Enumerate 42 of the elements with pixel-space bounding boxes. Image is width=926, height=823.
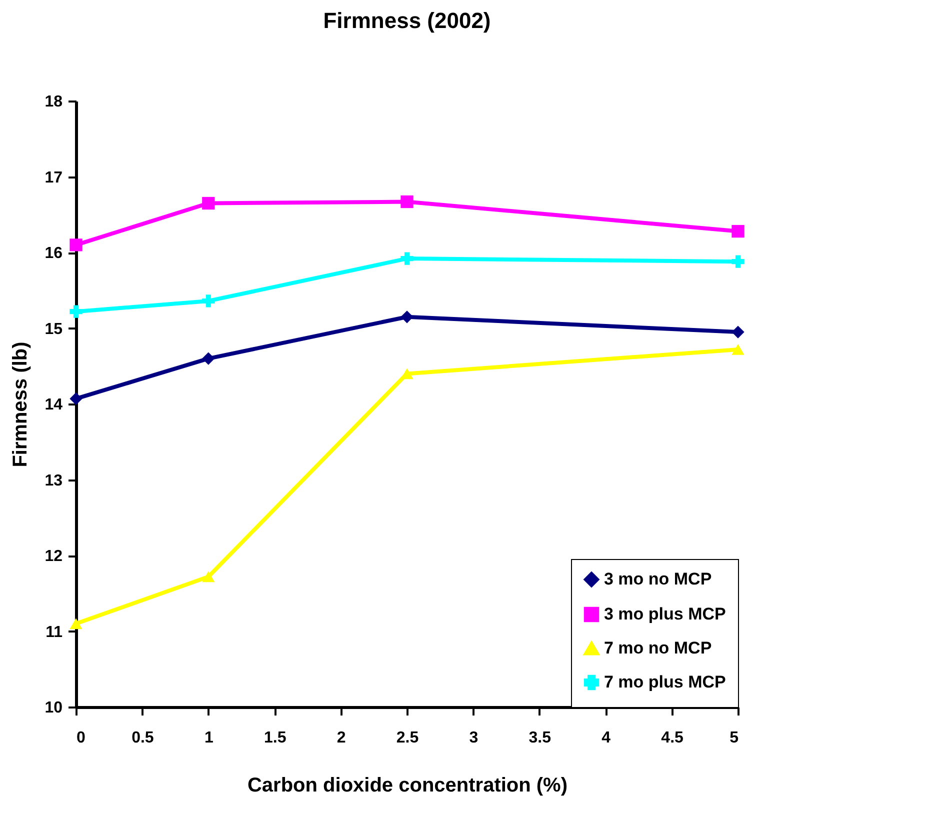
point bbox=[400, 252, 414, 265]
chart-title: Firmness (2002) bbox=[323, 8, 491, 33]
point bbox=[732, 255, 744, 268]
x-tick-label: 3.5 bbox=[528, 730, 552, 746]
x-tick-label: 1.5 bbox=[264, 730, 286, 746]
x-axis-title: Carbon dioxide concentration (%) bbox=[247, 774, 568, 796]
y-tick-label: 12 bbox=[44, 548, 63, 565]
x-tick-label: 5 bbox=[730, 730, 739, 746]
x-tick-label: 1 bbox=[204, 730, 214, 746]
y-tick-label: 10 bbox=[44, 700, 63, 716]
legend-label: 7 mo no MCP bbox=[604, 638, 712, 658]
point bbox=[202, 352, 215, 365]
y-tick-label: 13 bbox=[44, 472, 63, 490]
legend-label: 3 mo plus MCP bbox=[604, 604, 726, 624]
x-tick-label: 4.5 bbox=[661, 730, 684, 746]
y-tick-label: 11 bbox=[46, 624, 63, 641]
x-tick-label: 3 bbox=[469, 730, 478, 746]
point bbox=[202, 196, 215, 210]
point bbox=[202, 294, 215, 308]
y-tick-label: 15 bbox=[44, 320, 63, 338]
point bbox=[400, 310, 414, 324]
y-tick-label: 17 bbox=[44, 169, 63, 186]
legend-label: 3 mo no MCP bbox=[604, 570, 712, 588]
x-tick-label: 2.5 bbox=[396, 730, 419, 746]
y-tick-label: 16 bbox=[44, 245, 63, 262]
x-tick-label: 4 bbox=[602, 730, 611, 746]
y-axis-title: Firmness (lb) bbox=[10, 342, 32, 468]
point bbox=[70, 305, 82, 318]
point bbox=[732, 224, 744, 238]
point bbox=[70, 618, 82, 630]
x-tick-label: 0.5 bbox=[132, 730, 154, 746]
y-tick-label: 14 bbox=[44, 396, 63, 414]
point bbox=[70, 238, 82, 252]
point bbox=[400, 195, 414, 208]
x-tick-label: 2 bbox=[336, 730, 346, 746]
point bbox=[70, 392, 82, 406]
point bbox=[732, 344, 744, 355]
point bbox=[732, 326, 744, 338]
y-tick-label: 18 bbox=[44, 94, 63, 110]
legend-label: 7 mo plus MCP bbox=[604, 672, 726, 692]
x-tick-label: 0 bbox=[76, 730, 86, 746]
point bbox=[202, 571, 215, 582]
